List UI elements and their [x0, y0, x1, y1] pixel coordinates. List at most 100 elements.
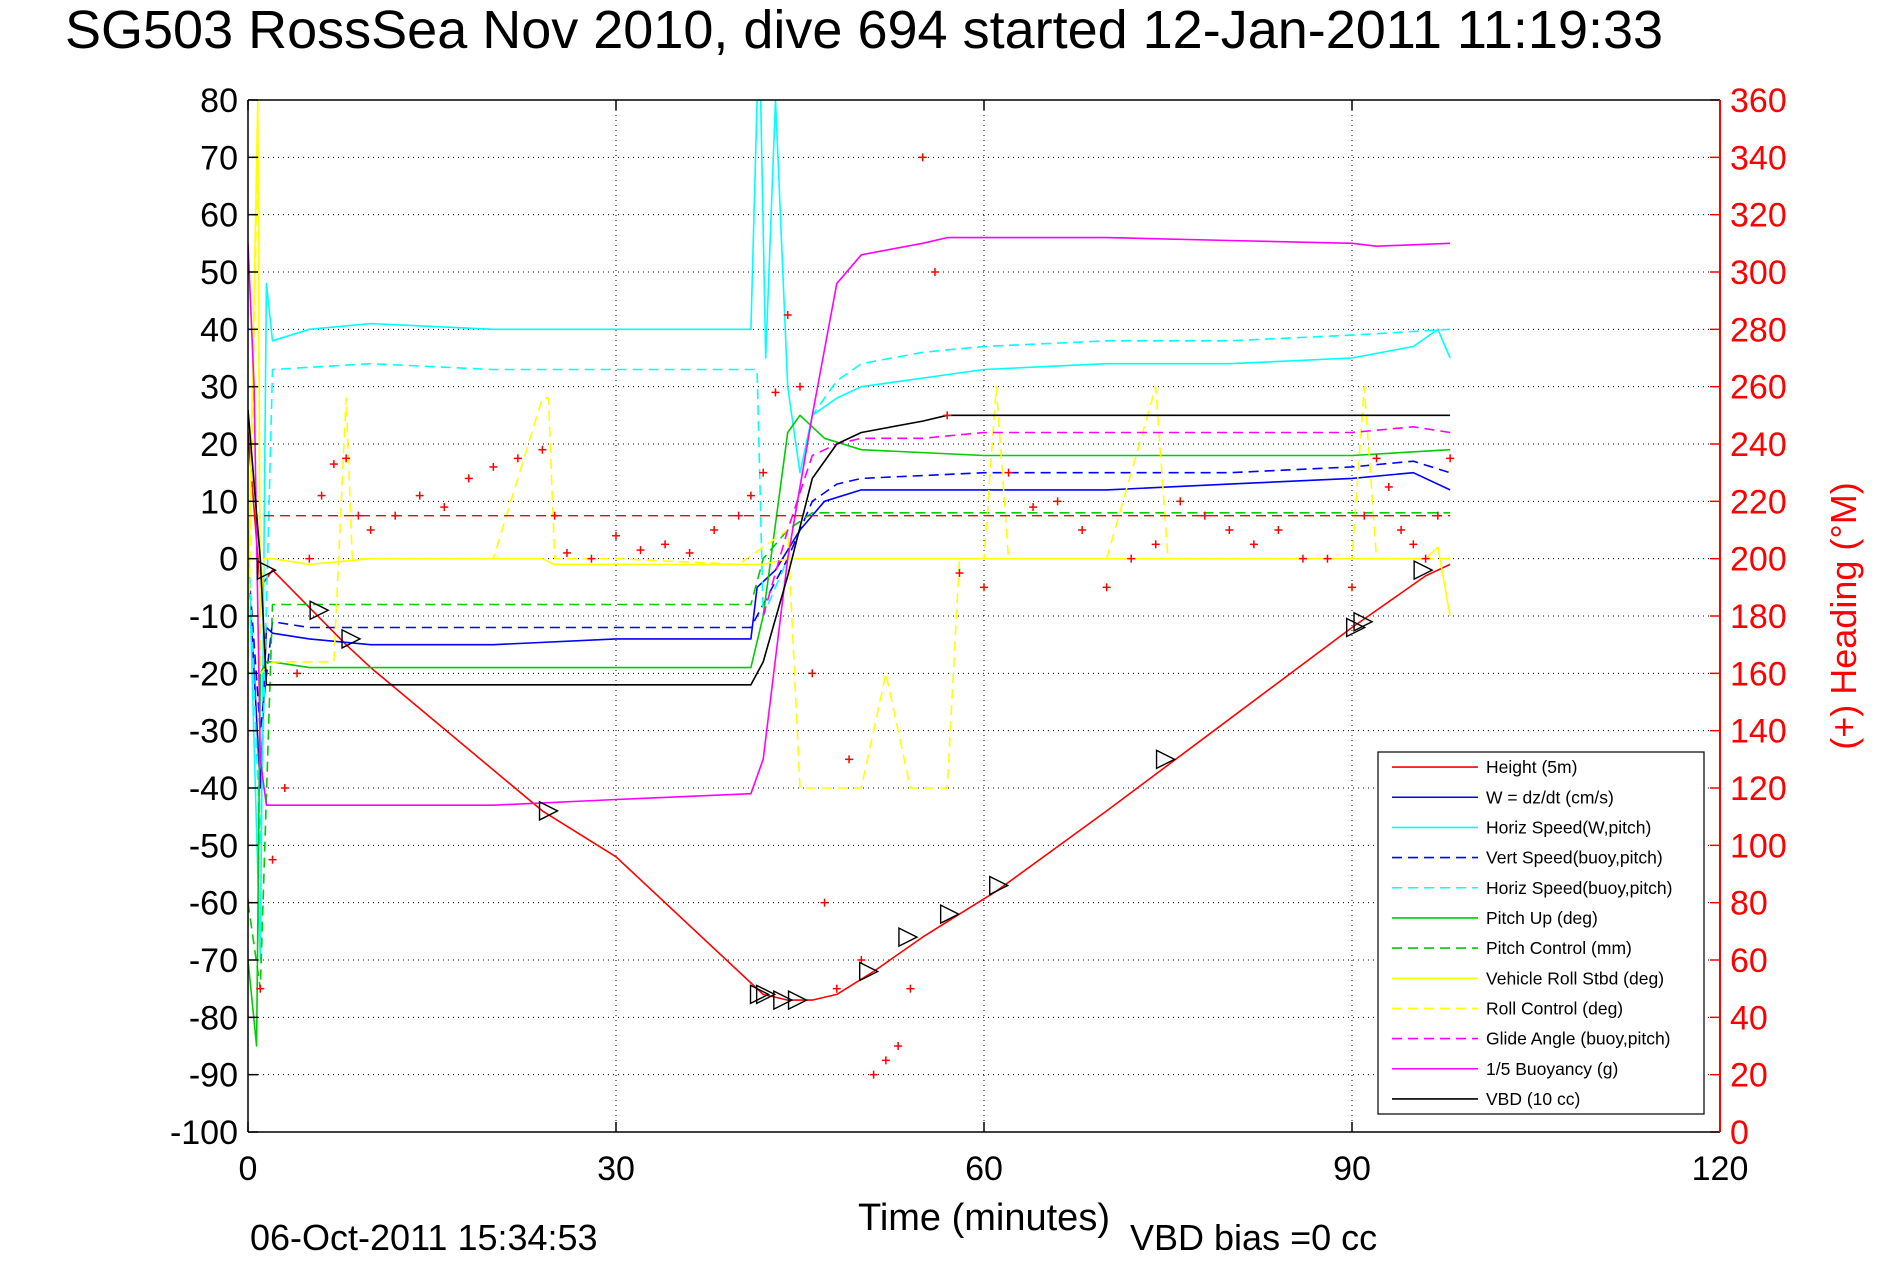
heading-point [1029, 503, 1038, 512]
series-line-1 [248, 471, 1451, 789]
triangle-marker [749, 984, 771, 1005]
vbd-bias-footer: VBD bias =0 cc [1130, 1217, 1377, 1258]
heading-point [1127, 554, 1136, 563]
series-line-10 [248, 236, 1451, 807]
y-tick-label-right: 180 [1730, 598, 1787, 636]
y-tick-label-right: 200 [1730, 541, 1787, 579]
heading-point [930, 268, 939, 276]
triangle-marker [1353, 611, 1374, 632]
heading-point [1433, 511, 1442, 520]
y-tick-label-right: 340 [1730, 139, 1787, 177]
heading-point [1446, 454, 1455, 463]
heading-point [955, 569, 964, 577]
heading-point [685, 548, 694, 557]
y-tick-label-left: -40 [189, 770, 238, 808]
y-tick-label-right: 80 [1730, 885, 1768, 923]
y-tick-label-left: 50 [200, 254, 238, 292]
y-tick-label-right: 120 [1730, 770, 1787, 808]
y-tick-label-left: 30 [200, 369, 238, 407]
heading-point [317, 491, 326, 500]
heading-point [1360, 511, 1369, 520]
heading-point [366, 526, 375, 534]
triangle-marker [1155, 749, 1177, 770]
series-line-0 [248, 432, 1451, 1001]
y-tick-label-left: -50 [189, 827, 238, 865]
legend-box [1377, 751, 1705, 1115]
y-tick-label-left: 20 [200, 426, 238, 464]
heading-point [440, 503, 449, 512]
heading-point [1409, 540, 1418, 549]
heading-point [391, 511, 400, 520]
y-tick-label-right: 360 [1730, 82, 1787, 120]
heading-point [342, 454, 351, 463]
heading-point [305, 554, 314, 563]
timestamp-footer: 06-Oct-2011 15:34:53 [250, 1217, 598, 1258]
heading-point [869, 1070, 878, 1079]
heading-point [464, 474, 473, 483]
triangle-marker [773, 990, 794, 1011]
y-tick-label-right: 0 [1730, 1114, 1749, 1152]
legend-entry: Vert Speed(buoy,pitch) [1486, 848, 1663, 868]
series-line-8 [248, 127, 1451, 789]
series-line-2 [248, 100, 1451, 961]
heading-point [1421, 554, 1430, 563]
heading-point [710, 526, 719, 534]
triangle-marker [341, 628, 362, 650]
heading-point [1348, 583, 1356, 592]
heading-point [881, 1056, 890, 1065]
heading-point [746, 491, 755, 500]
y-tick-label-right: 140 [1730, 713, 1787, 751]
heading-point [1200, 511, 1209, 520]
legend-entry: W = dz/dt (cm/s) [1486, 787, 1614, 807]
heading-point [489, 462, 498, 471]
heading-point [759, 468, 768, 477]
heading-point [513, 454, 522, 463]
y-tick-label-left: 60 [200, 197, 238, 235]
heading-point [845, 755, 854, 764]
series-line-5 [248, 414, 1451, 1047]
heading-point [550, 511, 559, 520]
heading-point [796, 382, 804, 391]
right-axis-label: (+) Heading (°M) [1823, 482, 1864, 749]
heading-point [587, 554, 596, 563]
legend: Height (5m) W = dz/dt (cm/s) Horiz Speed(W… [1377, 751, 1705, 1115]
series-line-11 [248, 409, 1451, 686]
heading-point [1078, 526, 1087, 534]
series-line-7 [248, 100, 1451, 617]
legend-entry: 1/5 Buoyancy (g) [1486, 1059, 1618, 1079]
heading-point [918, 153, 927, 162]
x-tick-label: 90 [1333, 1150, 1371, 1188]
heading-point [1323, 554, 1332, 563]
chart-title: SG503 RossSea Nov 2010, dive 694 started… [65, 0, 1663, 60]
heading-point [256, 984, 265, 993]
heading-point [612, 531, 620, 540]
triangle-marker [939, 904, 961, 925]
heading-point [1384, 483, 1393, 491]
heading-point [1397, 526, 1406, 534]
heading-point [354, 511, 363, 520]
heading-point [538, 445, 547, 454]
legend-entry: Pitch Up (deg) [1486, 908, 1598, 928]
y-tick-label-right: 20 [1730, 1057, 1768, 1095]
y-tick-label-left: 0 [219, 541, 238, 579]
heading-point [293, 669, 302, 678]
triangle-marker [989, 875, 1010, 896]
y-tick-label-left: -20 [189, 655, 238, 693]
heading-point [820, 898, 829, 907]
heading-point [562, 548, 571, 557]
heading-point [1053, 497, 1062, 506]
heading-point [1298, 554, 1307, 563]
y-tick-label-right: 300 [1730, 254, 1787, 292]
triangle-marker [256, 560, 277, 581]
heading-point [1249, 540, 1258, 549]
triangle-marker [787, 990, 809, 1011]
heading-point [980, 583, 988, 592]
x-tick-label: 60 [965, 1150, 1003, 1188]
heading-point [943, 411, 952, 420]
heading-point [734, 511, 743, 520]
y-tick-label-left: -70 [189, 942, 238, 980]
heading-point [906, 984, 915, 993]
y-tick-label-right: 260 [1730, 369, 1787, 407]
legend-entry: Vehicle Roll Stbd (deg) [1486, 968, 1664, 988]
